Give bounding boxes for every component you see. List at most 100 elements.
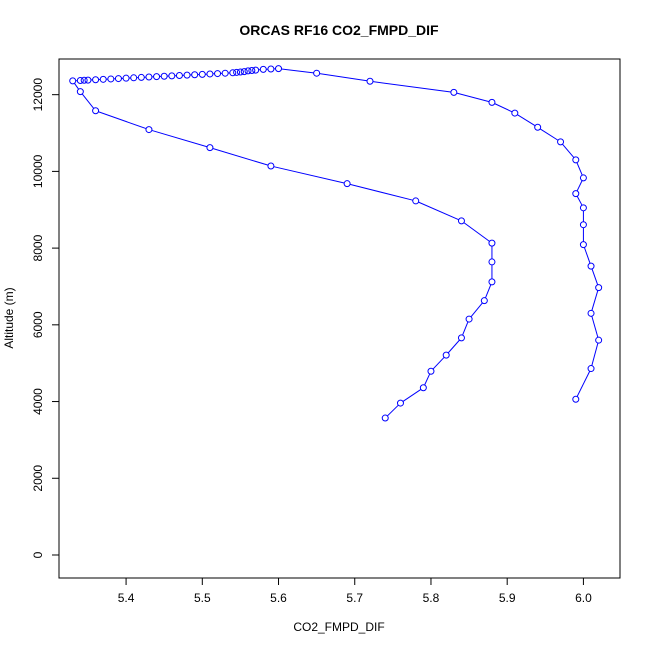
series-segment [591, 342, 599, 366]
data-point [69, 77, 77, 85]
data-point [191, 71, 199, 79]
data-point [145, 73, 153, 81]
data-point [267, 65, 275, 73]
series-segment [319, 73, 368, 82]
x-tick-label: 6.0 [575, 591, 592, 605]
series-segment [81, 93, 95, 109]
data-point [244, 67, 252, 75]
series-segment [576, 371, 591, 397]
series-segment [387, 404, 399, 417]
data-point [557, 138, 565, 146]
data-point [313, 69, 321, 77]
y-axis: 0 2000 4000 6000 8000 10000 12000 [31, 78, 60, 558]
series-segment [539, 128, 559, 141]
data-point [236, 68, 244, 76]
series-segment [349, 183, 413, 201]
data-point [366, 77, 374, 85]
data-point [579, 221, 587, 229]
data-point [92, 107, 100, 115]
data-point [457, 217, 465, 225]
x-tick-label: 5.6 [270, 591, 287, 605]
y-tick-label: 8000 [31, 234, 45, 261]
data-point [488, 98, 496, 106]
data-point [168, 72, 176, 80]
data-point [488, 258, 496, 266]
data-point [595, 336, 603, 344]
series-segment [447, 339, 460, 354]
data-point [572, 156, 580, 164]
data-point [572, 395, 580, 403]
data-point [76, 76, 84, 84]
x-axis: 5.4 5.5 5.6 5.7 5.8 5.9 6.0 [118, 577, 592, 605]
data-point [198, 70, 206, 78]
data-point [465, 315, 473, 323]
series-segment [424, 373, 431, 386]
data-point [595, 284, 603, 292]
data-point [381, 414, 389, 422]
chart-title: ORCAS RF16 CO2_FMPD_DIF [239, 22, 439, 38]
series-layer [69, 65, 603, 422]
data-point [579, 241, 587, 249]
y-tick-label: 6000 [31, 311, 45, 338]
data-point [511, 109, 519, 117]
data-point [76, 88, 84, 96]
x-axis-label: CO2_FMPD_DIF [293, 620, 384, 634]
data-point [206, 144, 214, 152]
data-point [267, 162, 275, 170]
data-point [427, 367, 435, 375]
x-tick-label: 5.4 [118, 591, 135, 605]
y-tick-label: 0 [31, 551, 45, 558]
series-segment [212, 147, 269, 166]
series-segment [494, 103, 513, 113]
x-tick-label: 5.7 [346, 591, 363, 605]
y-tick-label: 12000 [31, 78, 45, 112]
data-point [534, 123, 542, 131]
y-axis-label: Altitude (m) [2, 287, 16, 348]
data-point [488, 239, 496, 247]
data-point [153, 73, 161, 81]
series-segment [402, 388, 422, 402]
data-point [259, 65, 267, 73]
data-point [343, 180, 351, 188]
series-segment [576, 180, 583, 192]
series-segment [462, 321, 469, 336]
data-point [488, 278, 496, 286]
x-tick-label: 5.9 [499, 591, 516, 605]
data-point [130, 74, 138, 82]
data-point [252, 66, 260, 74]
series-segment [273, 166, 345, 184]
series-segment [576, 196, 583, 206]
y-tick-label: 2000 [31, 465, 45, 492]
data-point [229, 69, 237, 77]
data-point [248, 67, 256, 75]
series-segment [591, 268, 599, 285]
series-segment [591, 316, 599, 338]
data-point [412, 197, 420, 205]
series-segment [591, 290, 599, 311]
data-point [587, 365, 595, 373]
data-point [84, 76, 92, 84]
data-point [579, 174, 587, 182]
data-point [160, 72, 168, 80]
data-point [175, 71, 183, 79]
series-segment [463, 222, 490, 242]
x-tick-label: 5.8 [423, 591, 440, 605]
data-point [450, 88, 458, 96]
data-point [275, 65, 283, 73]
series-segment [372, 81, 451, 93]
data-point [572, 190, 580, 198]
series-segment [470, 302, 483, 318]
series-segment [517, 114, 536, 127]
data-point [240, 68, 248, 76]
x-tick-label: 5.5 [194, 591, 211, 605]
series-segment [418, 201, 459, 221]
data-point [80, 76, 88, 84]
y-tick-label: 4000 [31, 388, 45, 415]
data-point [579, 204, 587, 212]
data-point [92, 76, 100, 84]
series-segment [432, 356, 445, 370]
data-point [145, 126, 153, 134]
data-point [122, 74, 130, 82]
series-segment [583, 247, 591, 264]
